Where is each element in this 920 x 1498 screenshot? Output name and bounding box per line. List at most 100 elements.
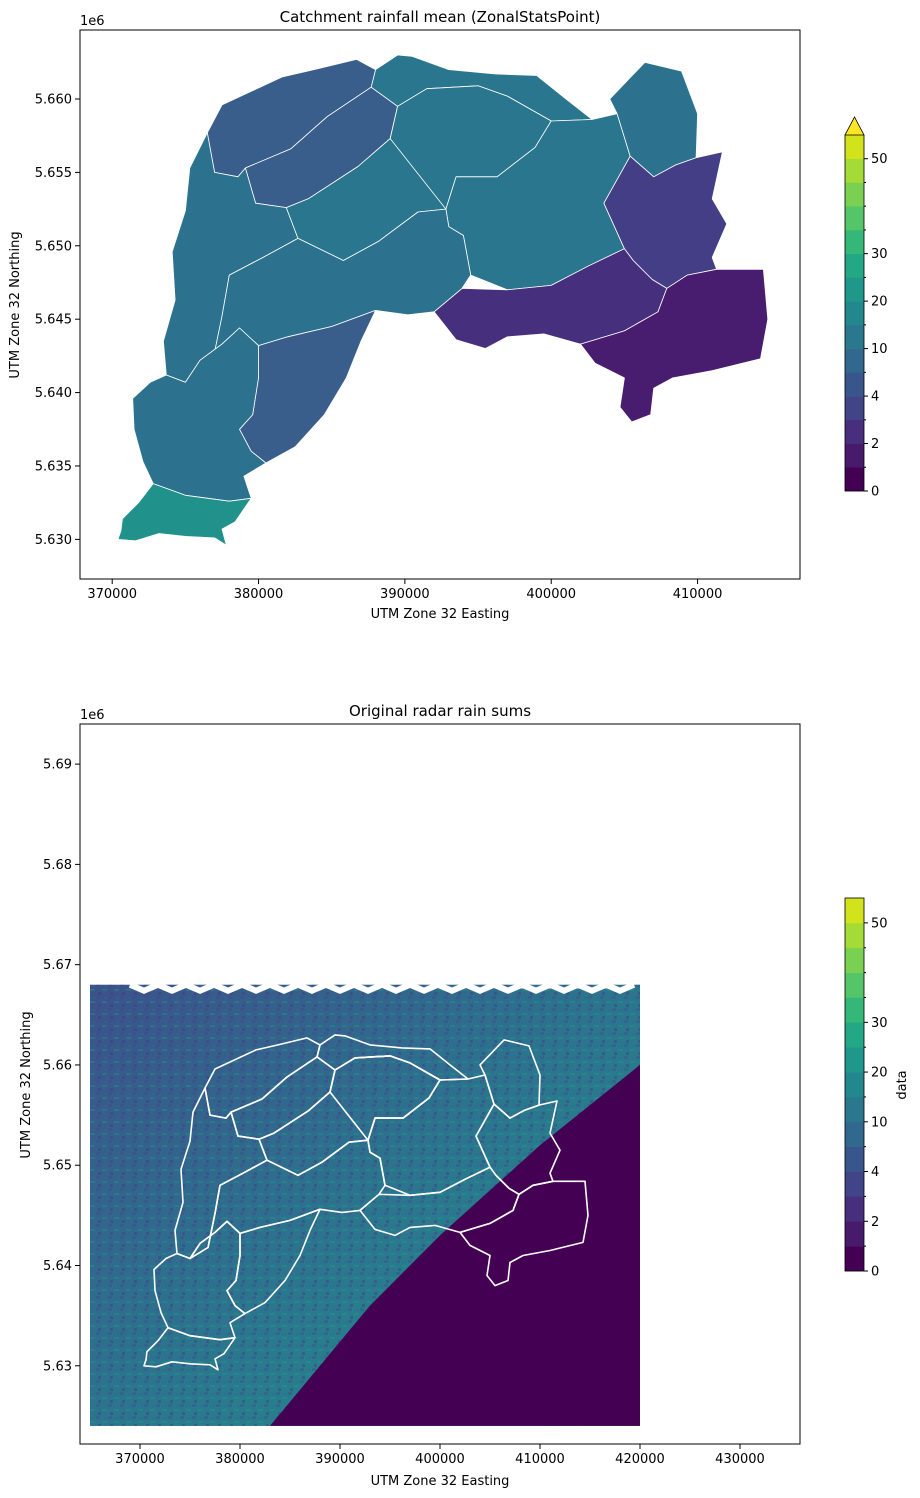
colorbar-2-segment xyxy=(845,1022,864,1048)
colorbar-2-segment xyxy=(845,1196,864,1222)
colorbar-2-tick-label: 0 xyxy=(871,1265,879,1280)
chart1-y-tick-label: 5.660 xyxy=(35,92,72,107)
catchment-polygon-14 xyxy=(117,483,252,546)
colorbar-2-frame xyxy=(844,897,865,1272)
chart1-catchments xyxy=(117,54,769,546)
colorbar-2-segment xyxy=(845,1146,864,1172)
colorbar-1-segment xyxy=(845,158,864,183)
colorbar-1-segment xyxy=(845,182,864,207)
colorbar-1-segment xyxy=(845,348,864,373)
chart2-y-offset-label: 1e6 xyxy=(80,708,105,723)
colorbar-2-segment xyxy=(845,1246,864,1272)
chart2-y-tick-label: 5.64 xyxy=(43,1259,72,1274)
chart1-x-tick-label: 370000 xyxy=(87,587,137,602)
colorbar-1-segment xyxy=(845,443,864,468)
colorbar-2-segment xyxy=(845,1121,864,1147)
chart2-y-tick-label: 5.69 xyxy=(43,758,72,773)
chart1-title: Catchment rainfall mean (ZonalStatsPoint… xyxy=(280,8,601,26)
colorbar-1-segment xyxy=(845,229,864,254)
chart2-title: Original radar rain sums xyxy=(349,702,531,720)
chart1-y-tick-label: 5.630 xyxy=(35,533,72,548)
colorbar-2-segment xyxy=(845,898,864,924)
colorbar-2-tick-label: 30 xyxy=(871,1016,888,1031)
colorbar-2-segment xyxy=(845,922,864,949)
chart2-x-tick-label: 400000 xyxy=(415,1452,465,1467)
chart-radar-sums: Original radar rain sums 370000 380000 390… xyxy=(19,702,801,1489)
chart2-y-tick-label: 5.67 xyxy=(43,958,72,973)
colorbar-2-segment xyxy=(845,1072,864,1098)
chart1-y-label: UTM Zone 32 Northing xyxy=(8,231,23,378)
chart2-y-tick-label: 5.66 xyxy=(43,1058,72,1073)
colorbar-1-segment xyxy=(845,324,864,349)
chart1-x-tick-label: 380000 xyxy=(234,587,284,602)
chart1-x-tick-label: 400000 xyxy=(526,587,576,602)
colorbar-1-segment xyxy=(845,135,864,160)
colorbar-2-label: data xyxy=(895,1070,910,1099)
chart2-x-tick-label: 380000 xyxy=(215,1452,265,1467)
colorbar-2-segment xyxy=(845,1047,864,1073)
chart2-x-ticks: 370000 380000 390000 400000 410000 420000 4300… xyxy=(115,1444,765,1467)
chart2-x-label: UTM Zone 32 Easting xyxy=(371,1474,510,1489)
colorbar-2-tick-label: 50 xyxy=(871,916,888,931)
catchment-outline-14 xyxy=(143,1326,236,1371)
chart1-y-tick-label: 5.645 xyxy=(35,313,72,328)
colorbar-2-tick-label: 4 xyxy=(871,1165,879,1180)
catchment-outline-10 xyxy=(459,1180,589,1287)
colorbar-2-segment xyxy=(845,947,864,973)
chart2-x-tick-label: 430000 xyxy=(715,1452,765,1467)
colorbar-2-segment xyxy=(845,1221,864,1247)
colorbar-1-tick-label: 10 xyxy=(871,342,888,357)
colorbar-1-tick-label: 50 xyxy=(871,152,888,167)
colorbar-1-tick-label: 2 xyxy=(871,437,879,452)
colorbar-1-segment xyxy=(845,277,864,302)
chart1-x-tick-label: 410000 xyxy=(673,587,723,602)
chart2-x-tick-label: 370000 xyxy=(115,1452,165,1467)
chart1-y-tick-label: 5.635 xyxy=(35,459,72,474)
colorbar-1-segment xyxy=(845,419,864,444)
chart2-y-tick-label: 5.63 xyxy=(43,1359,72,1374)
colorbar-2-segment xyxy=(845,997,864,1023)
chart-catchment-mean: Catchment rainfall mean (ZonalStatsPoint… xyxy=(8,8,801,622)
chart1-y-ticks: 5.630 5.635 5.640 5.645 5.650 5.655 5.660 xyxy=(35,92,80,548)
colorbar-2-tick-label: 20 xyxy=(871,1066,888,1081)
colorbar-2: 0 2 4 10 20 30 50 xyxy=(844,897,888,1280)
chart2-y-tick-label: 5.65 xyxy=(43,1159,72,1174)
colorbar-2-segment xyxy=(845,972,864,998)
chart2-y-ticks: 5.63 5.64 5.65 5.66 5.67 5.68 5.69 xyxy=(43,758,80,1374)
colorbar-1-segment xyxy=(845,467,864,492)
colorbar-1-tick-label: 0 xyxy=(871,485,879,500)
chart1-x-label: UTM Zone 32 Easting xyxy=(371,607,510,622)
radar-edge-top xyxy=(128,981,636,994)
chart1-x-ticks: 370000 380000 390000 400000 410000 xyxy=(87,579,722,602)
colorbar-1-frame xyxy=(844,135,865,492)
chart1-x-tick-label: 390000 xyxy=(380,587,430,602)
chart2-x-tick-label: 410000 xyxy=(515,1452,565,1467)
chart1-y-tick-label: 5.650 xyxy=(35,239,72,254)
chart1-y-tick-label: 5.640 xyxy=(35,386,72,401)
colorbar-1-tick-label: 20 xyxy=(871,295,888,310)
catchment-outline-13 xyxy=(153,1220,246,1341)
colorbar-1-tick-label: 30 xyxy=(871,247,888,262)
colorbar-1-segment xyxy=(845,301,864,326)
chart2-y-label: UTM Zone 32 Northing xyxy=(19,1011,34,1158)
colorbar-1-segment xyxy=(845,253,864,278)
chart2-x-tick-label: 420000 xyxy=(615,1452,665,1467)
colorbar-1: 0 2 4 10 20 30 50 xyxy=(844,116,888,500)
colorbar-1-tick-label: 4 xyxy=(871,390,879,405)
radar-dry-region xyxy=(270,1064,640,1426)
colorbar-2-tick-label: 2 xyxy=(871,1215,879,1230)
catchment-polygon-13 xyxy=(132,327,267,502)
chart1-y-offset-label: 1e6 xyxy=(80,14,105,29)
colorbar-2-segment xyxy=(845,1096,864,1123)
colorbar-1-extend-arrow xyxy=(844,116,865,136)
chart1-y-tick-label: 5.655 xyxy=(35,166,72,181)
colorbar-1-segment xyxy=(845,206,864,231)
chart2-radar-grid xyxy=(90,981,640,1426)
chart2-y-tick-label: 5.68 xyxy=(43,858,72,873)
chart2-x-tick-label: 390000 xyxy=(315,1452,365,1467)
colorbar-2-tick-label: 10 xyxy=(871,1115,888,1130)
colorbar-2-segment xyxy=(845,1171,864,1197)
colorbar-1-segment xyxy=(845,372,864,397)
colorbar-1-segment xyxy=(845,396,864,421)
